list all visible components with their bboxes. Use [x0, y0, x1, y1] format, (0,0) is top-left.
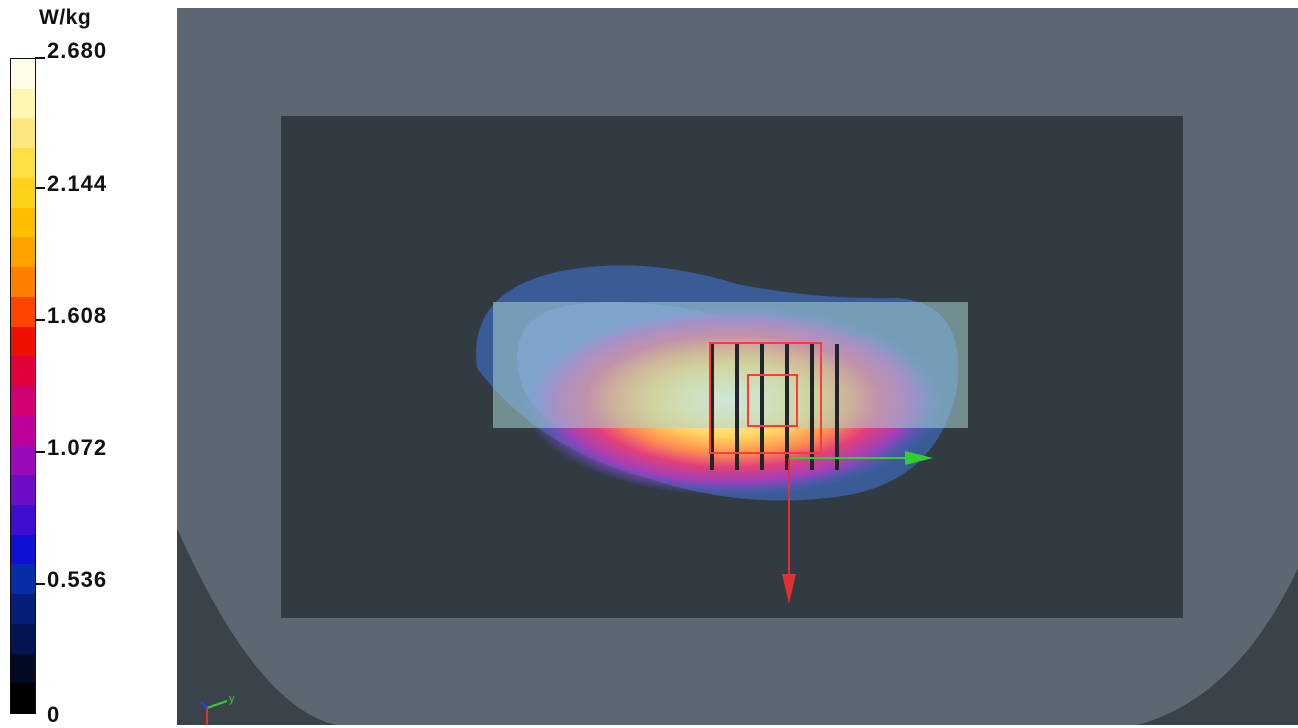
legend-unit: W/kg: [39, 6, 92, 29]
triad-y-label: y: [229, 693, 235, 705]
legend-color-segment: [11, 177, 35, 209]
zoom-scan-outer-box: [709, 342, 822, 454]
legend-color-segment: [11, 683, 35, 714]
legend-color-segment: [11, 296, 35, 328]
probe-grid: [710, 344, 839, 470]
legend-tick: [35, 451, 45, 453]
legend-tick: [35, 57, 45, 59]
legend-color-segment: [11, 475, 35, 506]
sar-color-legend: W/kg 2.680 2.144 1.608 1.072 0.536 0: [0, 0, 170, 727]
sar-scene: y: [177, 8, 1298, 725]
legend-color-segment: [11, 59, 35, 90]
legend-color-segment: [11, 356, 35, 387]
legend-color-segment: [11, 88, 35, 120]
legend-label: 1.608: [47, 303, 108, 328]
y-axis-arrowhead: [782, 574, 796, 604]
scan-area: [493, 302, 968, 428]
legend-color-segment: [11, 564, 35, 595]
legend-color-segment: [11, 594, 35, 625]
3d-viewport[interactable]: y: [177, 8, 1298, 725]
legend-color-segment: [11, 237, 35, 268]
legend-label: 2.144: [47, 171, 108, 196]
legend-color-segment: [11, 653, 35, 684]
legend-color-segment: [11, 207, 35, 238]
legend-tick: [35, 583, 45, 585]
zoom-scan-inner-box: [747, 374, 798, 427]
legend-color-segment: [11, 386, 35, 417]
legend-color-segment: [11, 504, 35, 536]
legend-color-segment: [11, 326, 35, 357]
legend-color-segment: [11, 415, 35, 447]
legend-color-segment: [11, 118, 35, 149]
legend-label: 0.536: [47, 567, 108, 592]
phantom-shell: [177, 528, 1298, 725]
legend-color-segment: [11, 148, 35, 179]
legend-color-segment: [11, 623, 35, 655]
legend-color-segment: [11, 445, 35, 476]
legend-color-segment: [11, 534, 35, 565]
legend-label: 2.680: [47, 38, 108, 63]
legend-tick: [35, 187, 45, 189]
legend-label: 0: [47, 702, 61, 727]
legend-color-segment: [11, 267, 35, 298]
legend-label: 1.072: [47, 435, 108, 460]
x-axis-arrowhead: [905, 451, 933, 465]
legend-tick: [35, 319, 45, 321]
legend-color-bar: [10, 58, 36, 714]
orientation-triad: y: [200, 693, 235, 725]
